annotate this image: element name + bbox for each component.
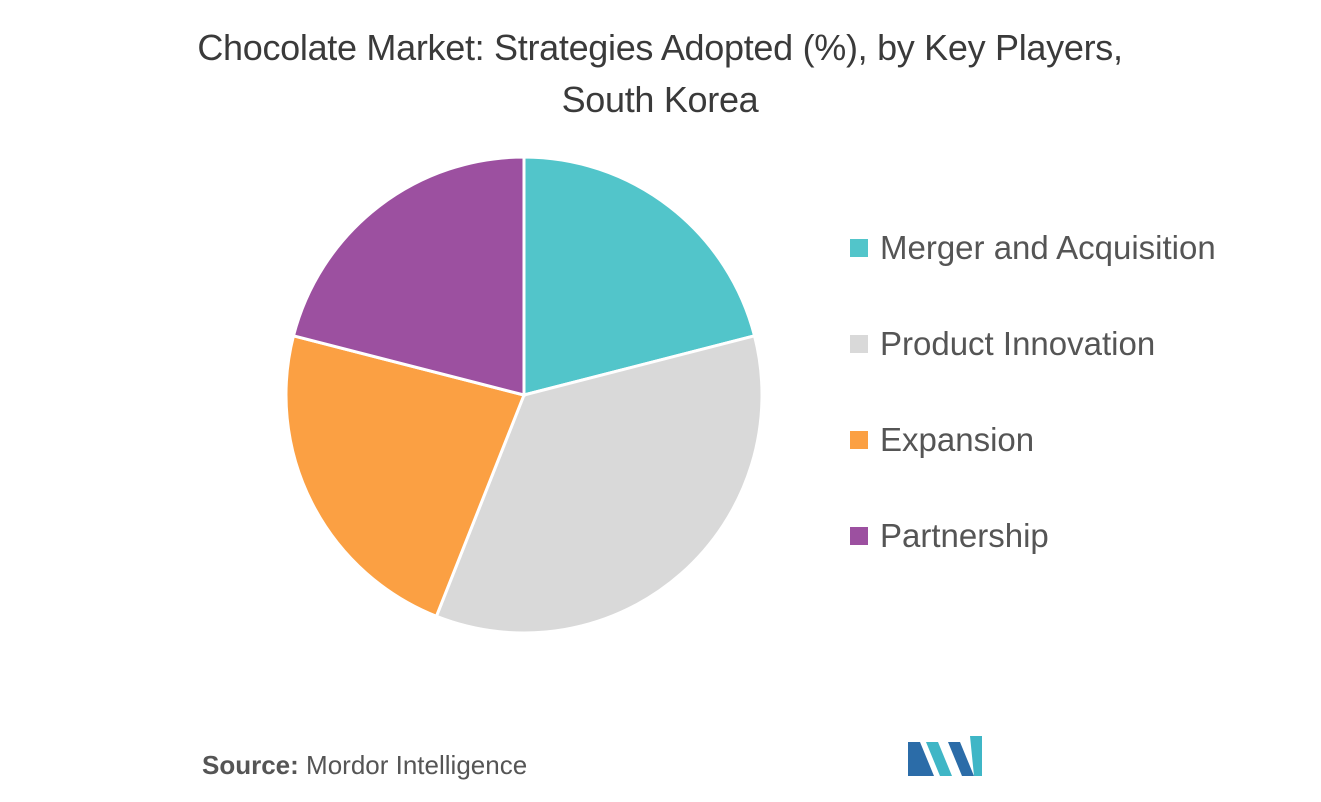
legend-label: Merger and Acquisition [880,229,1216,266]
source-label: Source: [202,750,299,780]
chart-legend: Merger and Acquisition Product Innovatio… [850,224,1216,608]
chart-title-line-2: South Korea [561,79,759,120]
legend-swatch [850,431,868,449]
chart-title: Chocolate Market: Strategies Adopted (%)… [60,22,1260,126]
pie-slice-expansion [284,333,527,619]
legend-item-product-innovation: Product Innovation [850,320,1216,368]
pie-slice-merger-and-acquisition [522,155,757,397]
legend-item-merger-and-acquisition: Merger and Acquisition [850,224,1216,272]
source-text: Mordor Intelligence [306,750,528,780]
mordor-intelligence-logo-icon [908,736,982,776]
logo-shape-right-b [970,736,982,776]
legend-label: Expansion [880,421,1035,458]
chart-title-line-1: Chocolate Market: Strategies Adopted (%)… [197,27,1123,68]
pie-slice-partnership [291,155,526,397]
pie-slice-product-innovation [434,333,764,635]
legend-label: Product Innovation [880,325,1156,362]
legend-item-expansion: Expansion [850,416,1216,464]
logo-shape-mid [926,742,952,776]
source-note: Source: Mordor Intelligence [202,750,527,781]
pie-slices [284,155,764,635]
legend-item-partnership: Partnership [850,512,1216,560]
legend-swatch [850,239,868,257]
legend-swatch [850,527,868,545]
legend-label: Partnership [880,517,1049,554]
logo-shape-right-a [948,742,974,776]
legend-swatch [850,335,868,353]
logo-shape-left [908,742,934,776]
